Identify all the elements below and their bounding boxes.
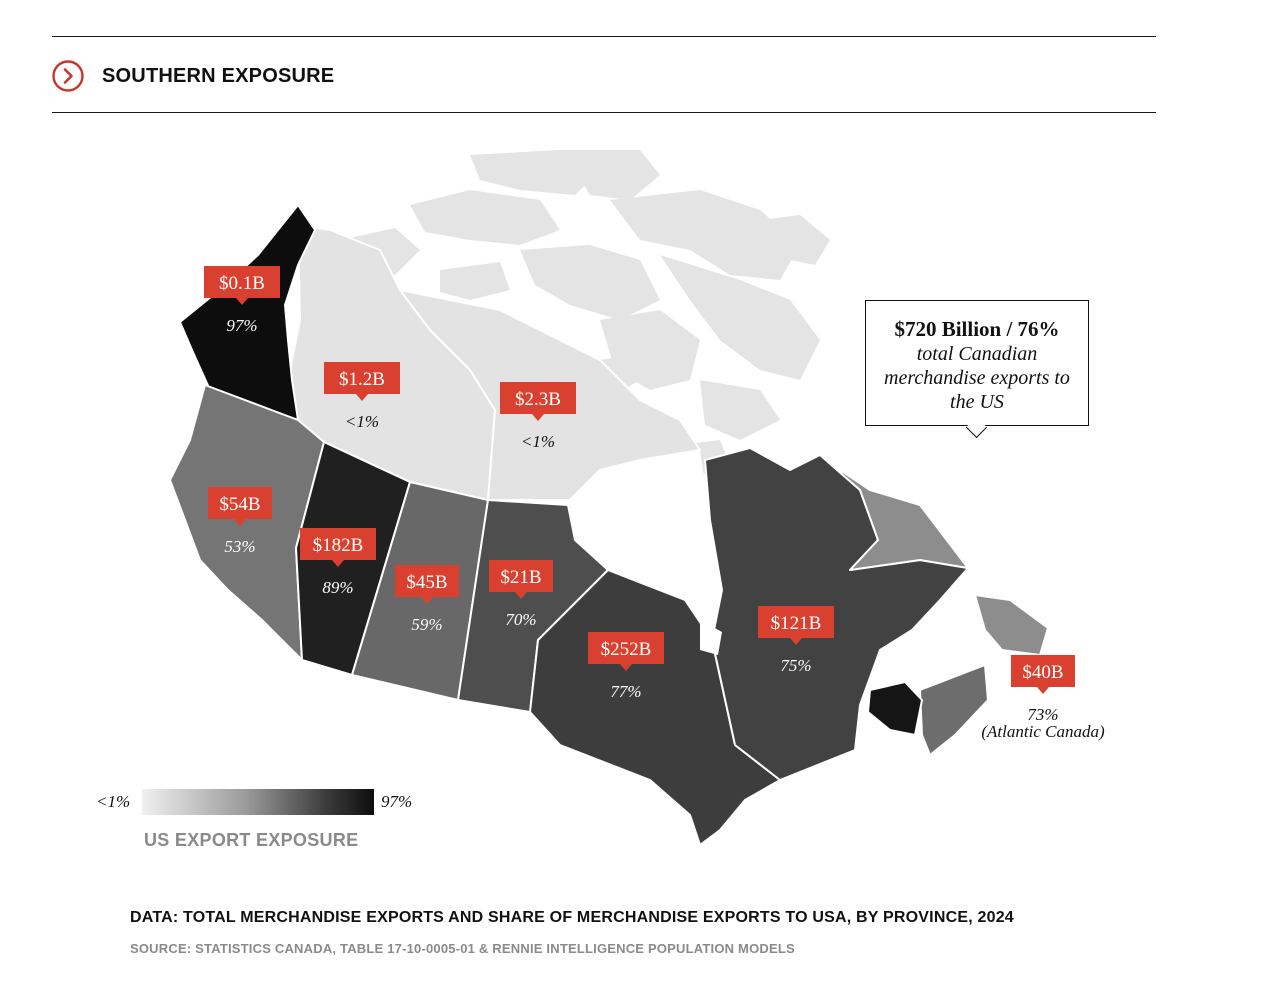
badge-pointer-yukon — [236, 298, 248, 305]
source-line: SOURCE: STATISTICS CANADA, TABLE 17-10-0… — [130, 941, 795, 956]
badge-value-ontario: $252B — [601, 639, 652, 660]
badge-box-alberta — [300, 528, 376, 560]
badge-box-quebec — [758, 606, 834, 638]
value-badge-ontario: $252B 77% — [588, 632, 664, 701]
value-badge-manitoba: $21B 70% — [489, 560, 553, 629]
water-bodies — [568, 450, 722, 655]
legend-title: US EXPORT EXPOSURE — [144, 830, 359, 850]
badge-box-nwt — [324, 362, 400, 394]
badge-value-saskatchewan: $45B — [406, 572, 447, 593]
badge-value-atlantic: $40B — [1022, 662, 1063, 683]
badge-value-manitoba: $21B — [500, 567, 541, 588]
badge-box-manitoba — [489, 560, 553, 592]
national-total-callout: $720 Billion / 76% total Canadian mercha… — [865, 300, 1089, 439]
badge-pointer-quebec — [790, 638, 802, 645]
legend-max-label: 97% — [381, 792, 413, 811]
badge-box-saskatchewan — [395, 565, 459, 597]
share-text-ontario: 77% — [610, 682, 641, 701]
callout-subtitle: total Canadian merchandise exports to th… — [884, 343, 1070, 413]
region-british-columbia[interactable] — [169, 384, 325, 661]
bottom-rule — [52, 112, 1156, 113]
data-description: DATA: TOTAL MERCHANDISE EXPORTS AND SHAR… — [130, 909, 1014, 926]
share-text-manitoba: 70% — [505, 610, 536, 629]
badge-pointer-bc — [234, 519, 246, 526]
value-badge-alberta: $182B 89% — [300, 528, 376, 597]
badge-box-ontario — [588, 632, 664, 664]
share-text-alberta: 89% — [322, 578, 353, 597]
badge-pointer-ontario — [620, 664, 632, 671]
value-badge-saskatchewan: $45B 59% — [395, 565, 459, 634]
callout-title: $720 Billion / 76% — [894, 317, 1060, 341]
top-rule — [52, 36, 1156, 37]
share-text-yukon: 97% — [226, 316, 257, 335]
figure-title: SOUTHERN EXPOSURE — [102, 64, 335, 87]
share-text-quebec: 75% — [780, 656, 811, 675]
region-newfoundland[interactable] — [974, 594, 1049, 656]
badge-value-nunavut: $2.3B — [515, 389, 561, 410]
region-new-brunswick[interactable] — [867, 681, 923, 736]
badge-pointer-atlantic — [1037, 687, 1049, 694]
badge-pointer-nunavut — [532, 414, 544, 421]
share-text-atlantic: 73% — [1027, 705, 1058, 724]
value-badge-nunavut: $2.3B <1% — [500, 382, 576, 451]
badge-value-quebec: $121B — [771, 613, 822, 634]
badge-box-atlantic — [1011, 655, 1075, 687]
badge-pointer-manitoba — [515, 592, 527, 599]
value-badge-bc: $54B 53% — [208, 487, 272, 556]
value-badge-quebec: $121B 75% — [758, 606, 834, 675]
badge-box-nunavut — [500, 382, 576, 414]
badge-box-yukon — [204, 266, 280, 298]
region-labrador[interactable] — [827, 461, 969, 571]
badge-pointer-alberta — [332, 560, 344, 567]
badge-value-bc: $54B — [219, 494, 260, 515]
badge-value-alberta: $182B — [313, 535, 364, 556]
badge-value-nwt: $1.2B — [339, 369, 385, 390]
badge-value-yukon: $0.1B — [219, 273, 265, 294]
value-badge-nwt: $1.2B <1% — [324, 362, 400, 431]
badge-pointer-saskatchewan — [421, 597, 433, 604]
region-quebec[interactable] — [704, 447, 969, 781]
badge-box-bc — [208, 487, 272, 519]
share-text-nunavut: <1% — [521, 432, 555, 451]
figure-header: SOUTHERN EXPOSURE — [52, 58, 334, 94]
share-text-saskatchewan: 59% — [411, 615, 442, 634]
legend-gradient-bar — [142, 789, 374, 815]
note-text-atlantic: (Atlantic Canada) — [981, 722, 1105, 741]
region-nova-scotia[interactable] — [919, 664, 989, 756]
value-badge-yukon: $0.1B 97% — [204, 266, 280, 335]
badge-pointer-nwt — [356, 394, 368, 401]
legend-min-label: <1% — [96, 792, 131, 811]
share-text-bc: 53% — [224, 537, 255, 556]
share-text-nwt: <1% — [345, 412, 379, 431]
chevron-right-circle-icon[interactable] — [52, 60, 84, 92]
value-badge-atlantic: $40B 73%(Atlantic Canada) — [981, 655, 1105, 741]
